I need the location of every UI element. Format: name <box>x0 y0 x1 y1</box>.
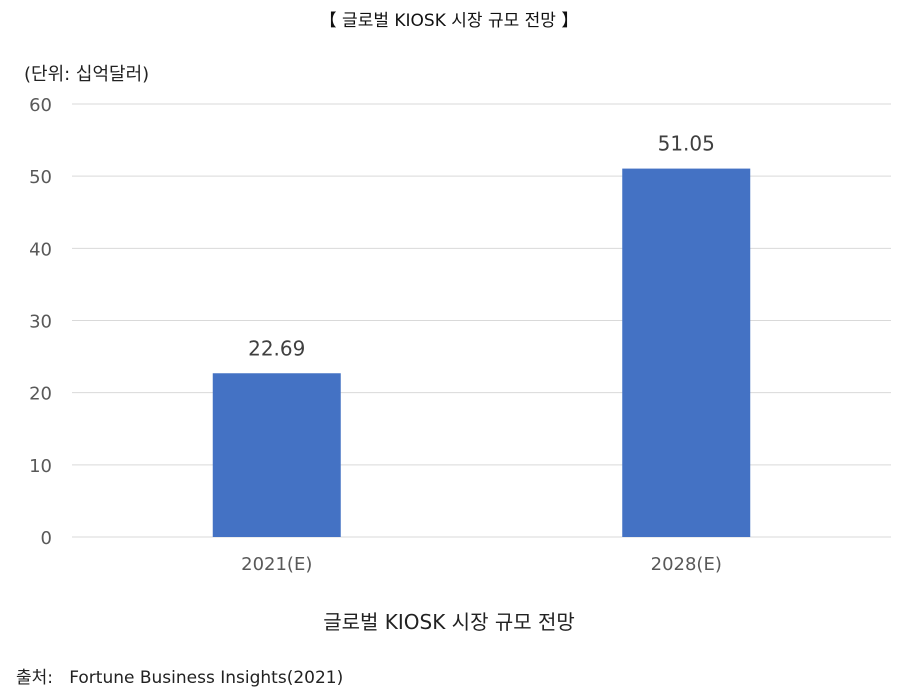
bar-2028(E) <box>622 168 751 537</box>
y-axis-ticks: 0 10 20 30 40 50 60 <box>29 95 52 549</box>
x-tick-label: 2021(E) <box>241 554 312 575</box>
x-axis-ticks: 2021(E) 2028(E) <box>241 554 722 575</box>
data-labels: 22.69 51.05 <box>248 132 715 361</box>
bars <box>212 168 751 537</box>
data-label: 22.69 <box>248 336 305 360</box>
source-note: 출처: Fortune Business Insights(2021) <box>16 663 343 688</box>
bar-chart: 0 10 20 30 40 50 60 22.69 51.05 2021(E) 2028(E) <box>29 95 891 575</box>
y-tick-label: 10 <box>29 456 52 477</box>
y-tick-label: 40 <box>29 239 52 260</box>
data-label: 51.05 <box>658 132 715 156</box>
chart-caption: 글로벌 KIOSK 시장 규모 전망 <box>323 610 575 634</box>
gridlines <box>72 103 891 538</box>
source-label: 출처: <box>16 668 54 688</box>
y-tick-label: 60 <box>29 95 52 116</box>
unit-label: (단위: 십억달러) <box>24 64 150 85</box>
page-title: 【 글로벌 KIOSK 시장 규모 전망 】 <box>319 11 579 31</box>
y-tick-label: 30 <box>29 312 52 333</box>
y-tick-label: 50 <box>29 167 52 188</box>
y-tick-label: 0 <box>41 528 52 549</box>
bar-2021(E) <box>212 373 341 537</box>
x-tick-label: 2028(E) <box>651 554 722 575</box>
y-tick-label: 20 <box>29 384 52 405</box>
source-value: Fortune Business Insights(2021) <box>69 668 344 688</box>
